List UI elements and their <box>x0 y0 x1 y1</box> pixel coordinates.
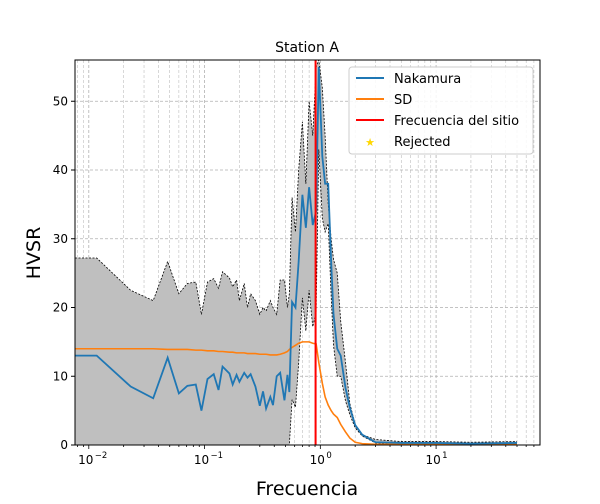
plot-frame <box>74 59 541 446</box>
legend-label-rejected: Rejected <box>394 135 451 150</box>
upper-band-line <box>75 59 518 443</box>
x-tick-label: 10 <box>425 453 440 467</box>
y-tick-label: 30 <box>53 232 68 246</box>
y-tick-label: 40 <box>53 163 68 177</box>
legend: Nakamura SD Frecuencia del sitio ★ Rejec… <box>348 66 534 155</box>
sd-line <box>75 341 518 446</box>
y-tick-label: 20 <box>53 301 68 315</box>
y-axis: 0 10 20 30 40 50 <box>53 94 75 452</box>
x-tick-exponent: 0 <box>326 451 331 461</box>
x-axis-label: Frecuencia <box>256 478 358 500</box>
x-axis: 10 −2 10 −1 10 0 10 1 <box>77 445 535 467</box>
x-tick-label: 10 <box>78 453 93 467</box>
legend-label-site: Frecuencia del sitio <box>394 114 519 129</box>
x-tick-exponent: −2 <box>95 451 108 461</box>
y-tick-label: 0 <box>60 438 68 452</box>
legend-box <box>348 66 534 155</box>
x-tick-label: 10 <box>194 453 209 467</box>
legend-label-sd: SD <box>394 93 412 108</box>
nakamura-line <box>75 66 518 445</box>
y-tick-label: 10 <box>53 369 68 383</box>
legend-label-nakamura: Nakamura <box>394 72 461 87</box>
series <box>75 60 518 446</box>
y-tick-label: 50 <box>53 94 68 108</box>
x-tick-label: 10 <box>310 453 325 467</box>
x-tick-exponent: 1 <box>442 451 447 461</box>
x-tick-exponent: −1 <box>211 451 224 461</box>
chart-title: Station A <box>275 40 339 56</box>
y-axis-label: HVSR <box>23 227 45 280</box>
legend-star-icon: ★ <box>365 136 375 149</box>
